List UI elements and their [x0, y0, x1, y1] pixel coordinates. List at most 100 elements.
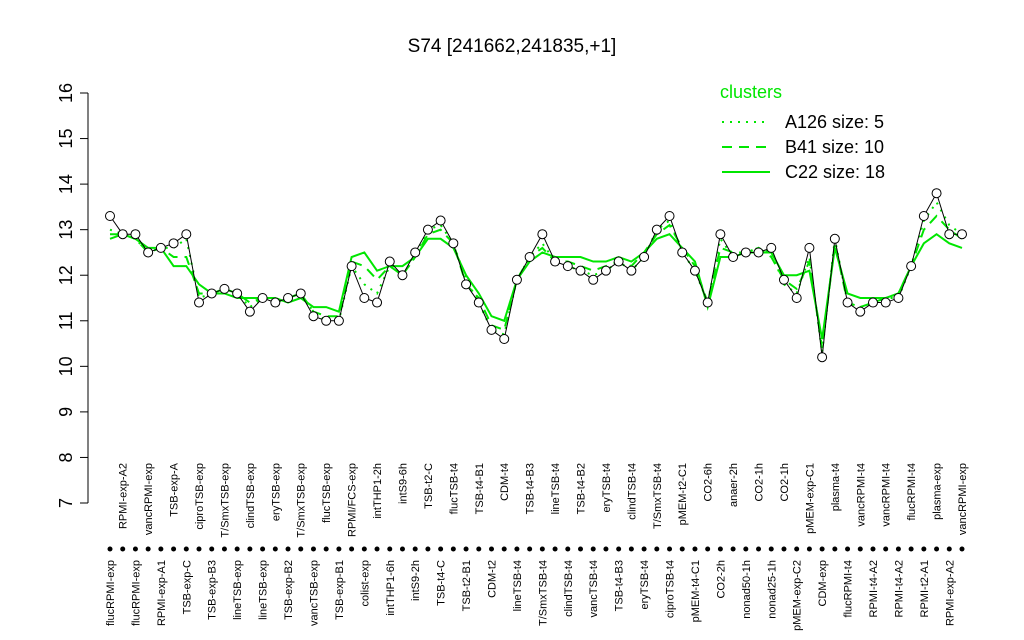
rug-mark: [120, 546, 126, 552]
rug-mark: [628, 546, 634, 552]
y-tick-label: 8: [56, 452, 76, 462]
x-tick-label: TSB-exp-B2: [283, 560, 295, 620]
sample-point: [944, 229, 955, 240]
sample-point: [931, 188, 942, 199]
sample-point: [372, 297, 383, 308]
sample-point: [181, 229, 192, 240]
sample-point: [105, 211, 115, 221]
rug-mark: [488, 546, 494, 552]
rug-mark: [476, 546, 482, 552]
rug-mark: [565, 546, 571, 552]
x-tick-label: intS9-2h: [410, 560, 422, 601]
sample-point: [829, 233, 840, 244]
x-tick-label: CO2-1h: [754, 463, 766, 502]
x-tick-label: lineTSB-exp: [232, 560, 244, 620]
rug-mark: [425, 546, 431, 552]
rug-mark: [463, 546, 469, 552]
rug-mark: [616, 546, 622, 552]
sample-point: [791, 293, 802, 303]
sample-point: [155, 242, 166, 253]
x-tick-label: flucRPMI-exp: [105, 560, 117, 626]
rug-mark: [132, 546, 138, 552]
x-tick-label: CDM-t2: [486, 560, 498, 598]
sample-point: [283, 293, 294, 303]
rug-mark: [298, 546, 304, 552]
sample-point: [117, 229, 128, 240]
sample-point: [677, 247, 688, 258]
x-tick-label: RPMI-exp-A2: [944, 560, 956, 626]
sample-point: [702, 297, 713, 308]
x-tick-label: plasma-exp: [932, 463, 944, 520]
chart-title: S74 [241662,241835,+1]: [408, 36, 617, 57]
rug-mark: [921, 546, 927, 552]
x-tick-label: ciproTSB-t4: [665, 560, 677, 618]
x-tick-label: intS9-6h: [397, 463, 409, 504]
rug-mark: [590, 546, 596, 552]
rug-mark: [781, 546, 787, 552]
rug-mark: [387, 546, 393, 552]
sample-point: [918, 211, 929, 221]
sample-point: [435, 215, 446, 226]
x-tick-label: flucTSB-t4: [448, 463, 460, 514]
sample-point: [613, 256, 624, 267]
sample-point: [511, 274, 522, 285]
rug-mark: [527, 546, 533, 552]
sample-point: [397, 270, 408, 281]
x-tick-label: TSB-t4-B3: [614, 560, 626, 611]
sample-point: [143, 247, 154, 258]
rug-mark: [145, 546, 151, 552]
sample-point: [740, 247, 751, 258]
x-tick-label: RPMI/FCS-exp: [347, 463, 359, 537]
x-tick-label: TSB-t4-C: [436, 560, 448, 606]
rug-mark: [438, 546, 444, 552]
sample-point: [206, 288, 217, 299]
rug-mark: [717, 546, 723, 552]
rug-mark: [323, 546, 329, 552]
rug-mark: [196, 546, 202, 552]
rug-mark: [641, 546, 647, 552]
y-tick-label: 14: [56, 174, 76, 194]
x-tick-label: TSB-exp-C: [181, 560, 193, 614]
sample-point: [333, 315, 344, 326]
sample-point: [893, 293, 904, 303]
x-tick-label: eryTSB-t4: [639, 560, 651, 610]
x-tick-label: pMEM-t4-C1: [690, 560, 702, 622]
x-tick-label: TSB-t2-B1: [461, 560, 473, 611]
x-tick-label: CO2-6h: [703, 463, 715, 502]
sample-point: [448, 238, 459, 249]
rug-mark: [679, 546, 685, 552]
x-tick-label: lineTSB-t4: [550, 463, 562, 514]
rug-mark: [959, 546, 965, 552]
sample-point: [321, 315, 332, 326]
x-tick-label: vancTSB-t4: [588, 560, 600, 617]
x-tick-label: TSB-t2-C: [423, 463, 435, 509]
rug-mark: [667, 546, 673, 552]
sample-point: [346, 261, 357, 272]
x-tick-label: TSB-exp-A: [169, 462, 181, 516]
legend-label: C22 size: 18: [785, 162, 885, 182]
x-tick-label: CDM-t4: [499, 463, 511, 501]
rug-mark: [361, 546, 367, 552]
rug-mark: [107, 546, 113, 552]
x-tick-label: vancRPMI-exp: [957, 463, 969, 535]
x-tick-label: flucRPMI-t4: [843, 560, 855, 617]
rug-mark: [539, 546, 545, 552]
sample-point: [537, 229, 548, 240]
rug-mark: [514, 546, 520, 552]
sample-point: [410, 247, 421, 258]
rug-mark: [399, 546, 405, 552]
sample-point: [906, 261, 917, 272]
x-tick-label: anaer-2h: [728, 463, 740, 507]
rug-mark: [806, 546, 812, 552]
sample-point: [524, 252, 535, 262]
sample-point: [817, 352, 828, 363]
legend-label: B41 size: 10: [785, 137, 884, 157]
x-tick-label: TSB-t4-B3: [525, 463, 537, 514]
rug-mark: [272, 546, 278, 552]
rug-mark: [654, 546, 660, 552]
rug-mark: [870, 546, 876, 552]
sample-point: [715, 229, 726, 240]
sample-point: [295, 288, 306, 299]
sample-point: [804, 242, 815, 253]
